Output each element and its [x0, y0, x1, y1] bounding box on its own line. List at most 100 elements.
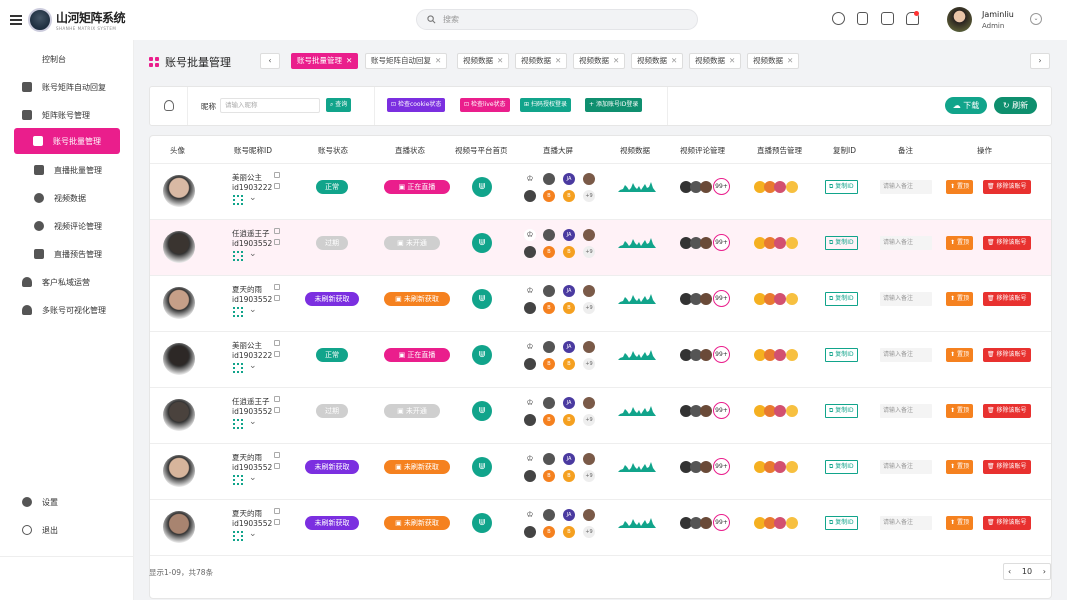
check-cookie-button[interactable]: ⊡ 检查cookie状态: [387, 98, 446, 112]
page-prev-icon[interactable]: ‹: [1008, 567, 1012, 576]
sidebar-item-auto-reply[interactable]: 账号矩阵自动回复: [22, 77, 106, 97]
pin-top-button[interactable]: ⬆ 置顶: [946, 292, 973, 306]
sidebar-item-batch[interactable]: 账号批量管理: [14, 128, 120, 154]
platform-home-icon[interactable]: ⋓: [472, 177, 492, 197]
search-input[interactable]: 搜索: [416, 9, 698, 30]
comment-count[interactable]: 99+: [713, 458, 730, 475]
tab-prev-icon[interactable]: ‹: [260, 53, 280, 69]
edit-icon[interactable]: [274, 284, 280, 290]
tab-auto-reply[interactable]: 账号矩阵自动回复 ✕: [365, 53, 448, 69]
nick-input[interactable]: 请输入昵称: [220, 98, 320, 113]
copy-id-button[interactable]: ⧉ 复制ID: [825, 180, 858, 194]
pin-top-button[interactable]: ⬆ 置顶: [946, 236, 973, 250]
remove-account-button[interactable]: 🗑 移除该账号: [983, 404, 1031, 418]
note-input[interactable]: 请输入备注: [880, 404, 932, 418]
comment-count[interactable]: 99+: [713, 402, 730, 419]
chevron-down-icon[interactable]: ⌄: [249, 361, 257, 371]
menu-icon[interactable]: [10, 15, 22, 25]
pin-top-button[interactable]: ⬆ 置顶: [946, 516, 973, 530]
sidebar-item-visual[interactable]: 多账号可视化管理: [22, 300, 106, 320]
tab-video-data[interactable]: 视频数据 ✕: [747, 53, 800, 69]
edit-icon[interactable]: [274, 172, 280, 178]
tab-video-data[interactable]: 视频数据 ✕: [689, 53, 742, 69]
page-size[interactable]: 10: [1021, 567, 1033, 576]
tab-batch[interactable]: 账号批量管理 ✕: [291, 53, 359, 69]
edit-icon[interactable]: [274, 396, 280, 402]
close-icon[interactable]: ✕: [497, 56, 504, 65]
sidebar-item-live-batch[interactable]: 直播批量管理: [34, 160, 102, 180]
comment-count[interactable]: 99+: [713, 290, 730, 307]
edit-icon[interactable]: [274, 508, 280, 514]
copy-icon[interactable]: [274, 183, 280, 189]
settings-button[interactable]: 设置: [22, 492, 58, 512]
close-icon[interactable]: ✕: [613, 56, 620, 65]
chevron-down-icon[interactable]: ⌄: [249, 417, 257, 427]
copy-id-button[interactable]: ⧉ 复制ID: [825, 460, 858, 474]
note-input[interactable]: 请输入备注: [880, 292, 932, 306]
sidebar-item-preview[interactable]: 直播预告管理: [34, 244, 102, 264]
tab-video-data[interactable]: 视频数据 ✕: [515, 53, 568, 69]
platform-home-icon[interactable]: ⋓: [472, 233, 492, 253]
copy-id-button[interactable]: ⧉ 复制ID: [825, 516, 858, 530]
close-icon[interactable]: ✕: [671, 56, 678, 65]
platform-home-icon[interactable]: ⋓: [472, 289, 492, 309]
copy-icon[interactable]: [274, 295, 280, 301]
close-icon[interactable]: ✕: [555, 56, 562, 65]
edit-icon[interactable]: [274, 228, 280, 234]
qrcode-icon[interactable]: [233, 307, 243, 317]
sidebar-item-private[interactable]: 客户私域运营: [22, 272, 90, 292]
sidebar-item-dashboard[interactable]: 控制台: [22, 49, 66, 69]
note-input[interactable]: 请输入备注: [880, 460, 932, 474]
tab-next-icon[interactable]: ›: [1030, 53, 1050, 69]
sidebar-item-matrix[interactable]: 矩阵账号管理: [22, 105, 90, 125]
remove-account-button[interactable]: 🗑 移除该账号: [983, 292, 1031, 306]
comment-count[interactable]: 99+: [713, 514, 730, 531]
chevron-down-icon[interactable]: ⌄: [249, 193, 257, 203]
comment-count[interactable]: 99+: [713, 234, 730, 251]
chevron-down-icon[interactable]: ⌄: [249, 473, 257, 483]
logout-button[interactable]: 退出: [22, 520, 58, 540]
comment-count[interactable]: 99+: [713, 178, 730, 195]
copy-icon[interactable]: [274, 239, 280, 245]
tab-video-data[interactable]: 视频数据 ✕: [573, 53, 626, 69]
download-button[interactable]: ☁ 下载: [945, 97, 987, 114]
copy-id-button[interactable]: ⧉ 复制ID: [825, 292, 858, 306]
avatar[interactable]: [947, 7, 972, 32]
close-icon[interactable]: ✕: [787, 56, 794, 65]
copy-id-button[interactable]: ⧉ 复制ID: [825, 236, 858, 250]
pin-top-button[interactable]: ⬆ 置顶: [946, 180, 973, 194]
tab-video-data[interactable]: 视频数据 ✕: [457, 53, 510, 69]
sidebar-item-video-data[interactable]: 视频数据: [34, 188, 86, 208]
platform-home-icon[interactable]: ⋓: [472, 513, 492, 533]
chevron-down-icon[interactable]: ⌄: [249, 305, 257, 315]
query-button[interactable]: ⌕ 查询: [326, 98, 352, 112]
chevron-down-icon[interactable]: ⌄: [249, 529, 257, 539]
copy-icon[interactable]: [274, 351, 280, 357]
remove-account-button[interactable]: 🗑 移除该账号: [983, 516, 1031, 530]
copy-icon[interactable]: [274, 463, 280, 469]
comment-count[interactable]: 99+: [713, 346, 730, 363]
qrcode-icon[interactable]: [233, 531, 243, 541]
copy-icon[interactable]: [274, 519, 280, 525]
tab-video-data[interactable]: 视频数据 ✕: [631, 53, 684, 69]
remove-account-button[interactable]: 🗑 移除该账号: [983, 348, 1031, 362]
check-live-button[interactable]: ⊡ 检查live状态: [460, 98, 510, 112]
close-icon[interactable]: ✕: [729, 56, 736, 65]
note-input[interactable]: 请输入备注: [880, 180, 932, 194]
qrcode-icon[interactable]: [233, 363, 243, 373]
platform-home-icon[interactable]: ⋓: [472, 401, 492, 421]
platform-home-icon[interactable]: ⋓: [472, 345, 492, 365]
copy-id-button[interactable]: ⧉ 复制ID: [825, 348, 858, 362]
refresh-button[interactable]: ↻ 刷新: [994, 97, 1037, 114]
chevron-down-icon[interactable]: ⌄: [1030, 13, 1042, 25]
remove-account-button[interactable]: 🗑 移除该账号: [983, 460, 1031, 474]
qrcode-icon[interactable]: [233, 251, 243, 261]
pin-top-button[interactable]: ⬆ 置顶: [946, 348, 973, 362]
note-input[interactable]: 请输入备注: [880, 236, 932, 250]
scan-login-button[interactable]: ⊞ 扫码授权登录: [520, 98, 571, 112]
pin-top-button[interactable]: ⬆ 置顶: [946, 460, 973, 474]
close-icon[interactable]: ✕: [346, 56, 353, 65]
qrcode-icon[interactable]: [233, 195, 243, 205]
pin-top-button[interactable]: ⬆ 置顶: [946, 404, 973, 418]
add-account-button[interactable]: + 添加账号ID登录: [585, 98, 643, 112]
